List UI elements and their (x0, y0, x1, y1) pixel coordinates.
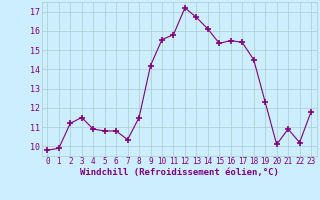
X-axis label: Windchill (Refroidissement éolien,°C): Windchill (Refroidissement éolien,°C) (80, 168, 279, 177)
